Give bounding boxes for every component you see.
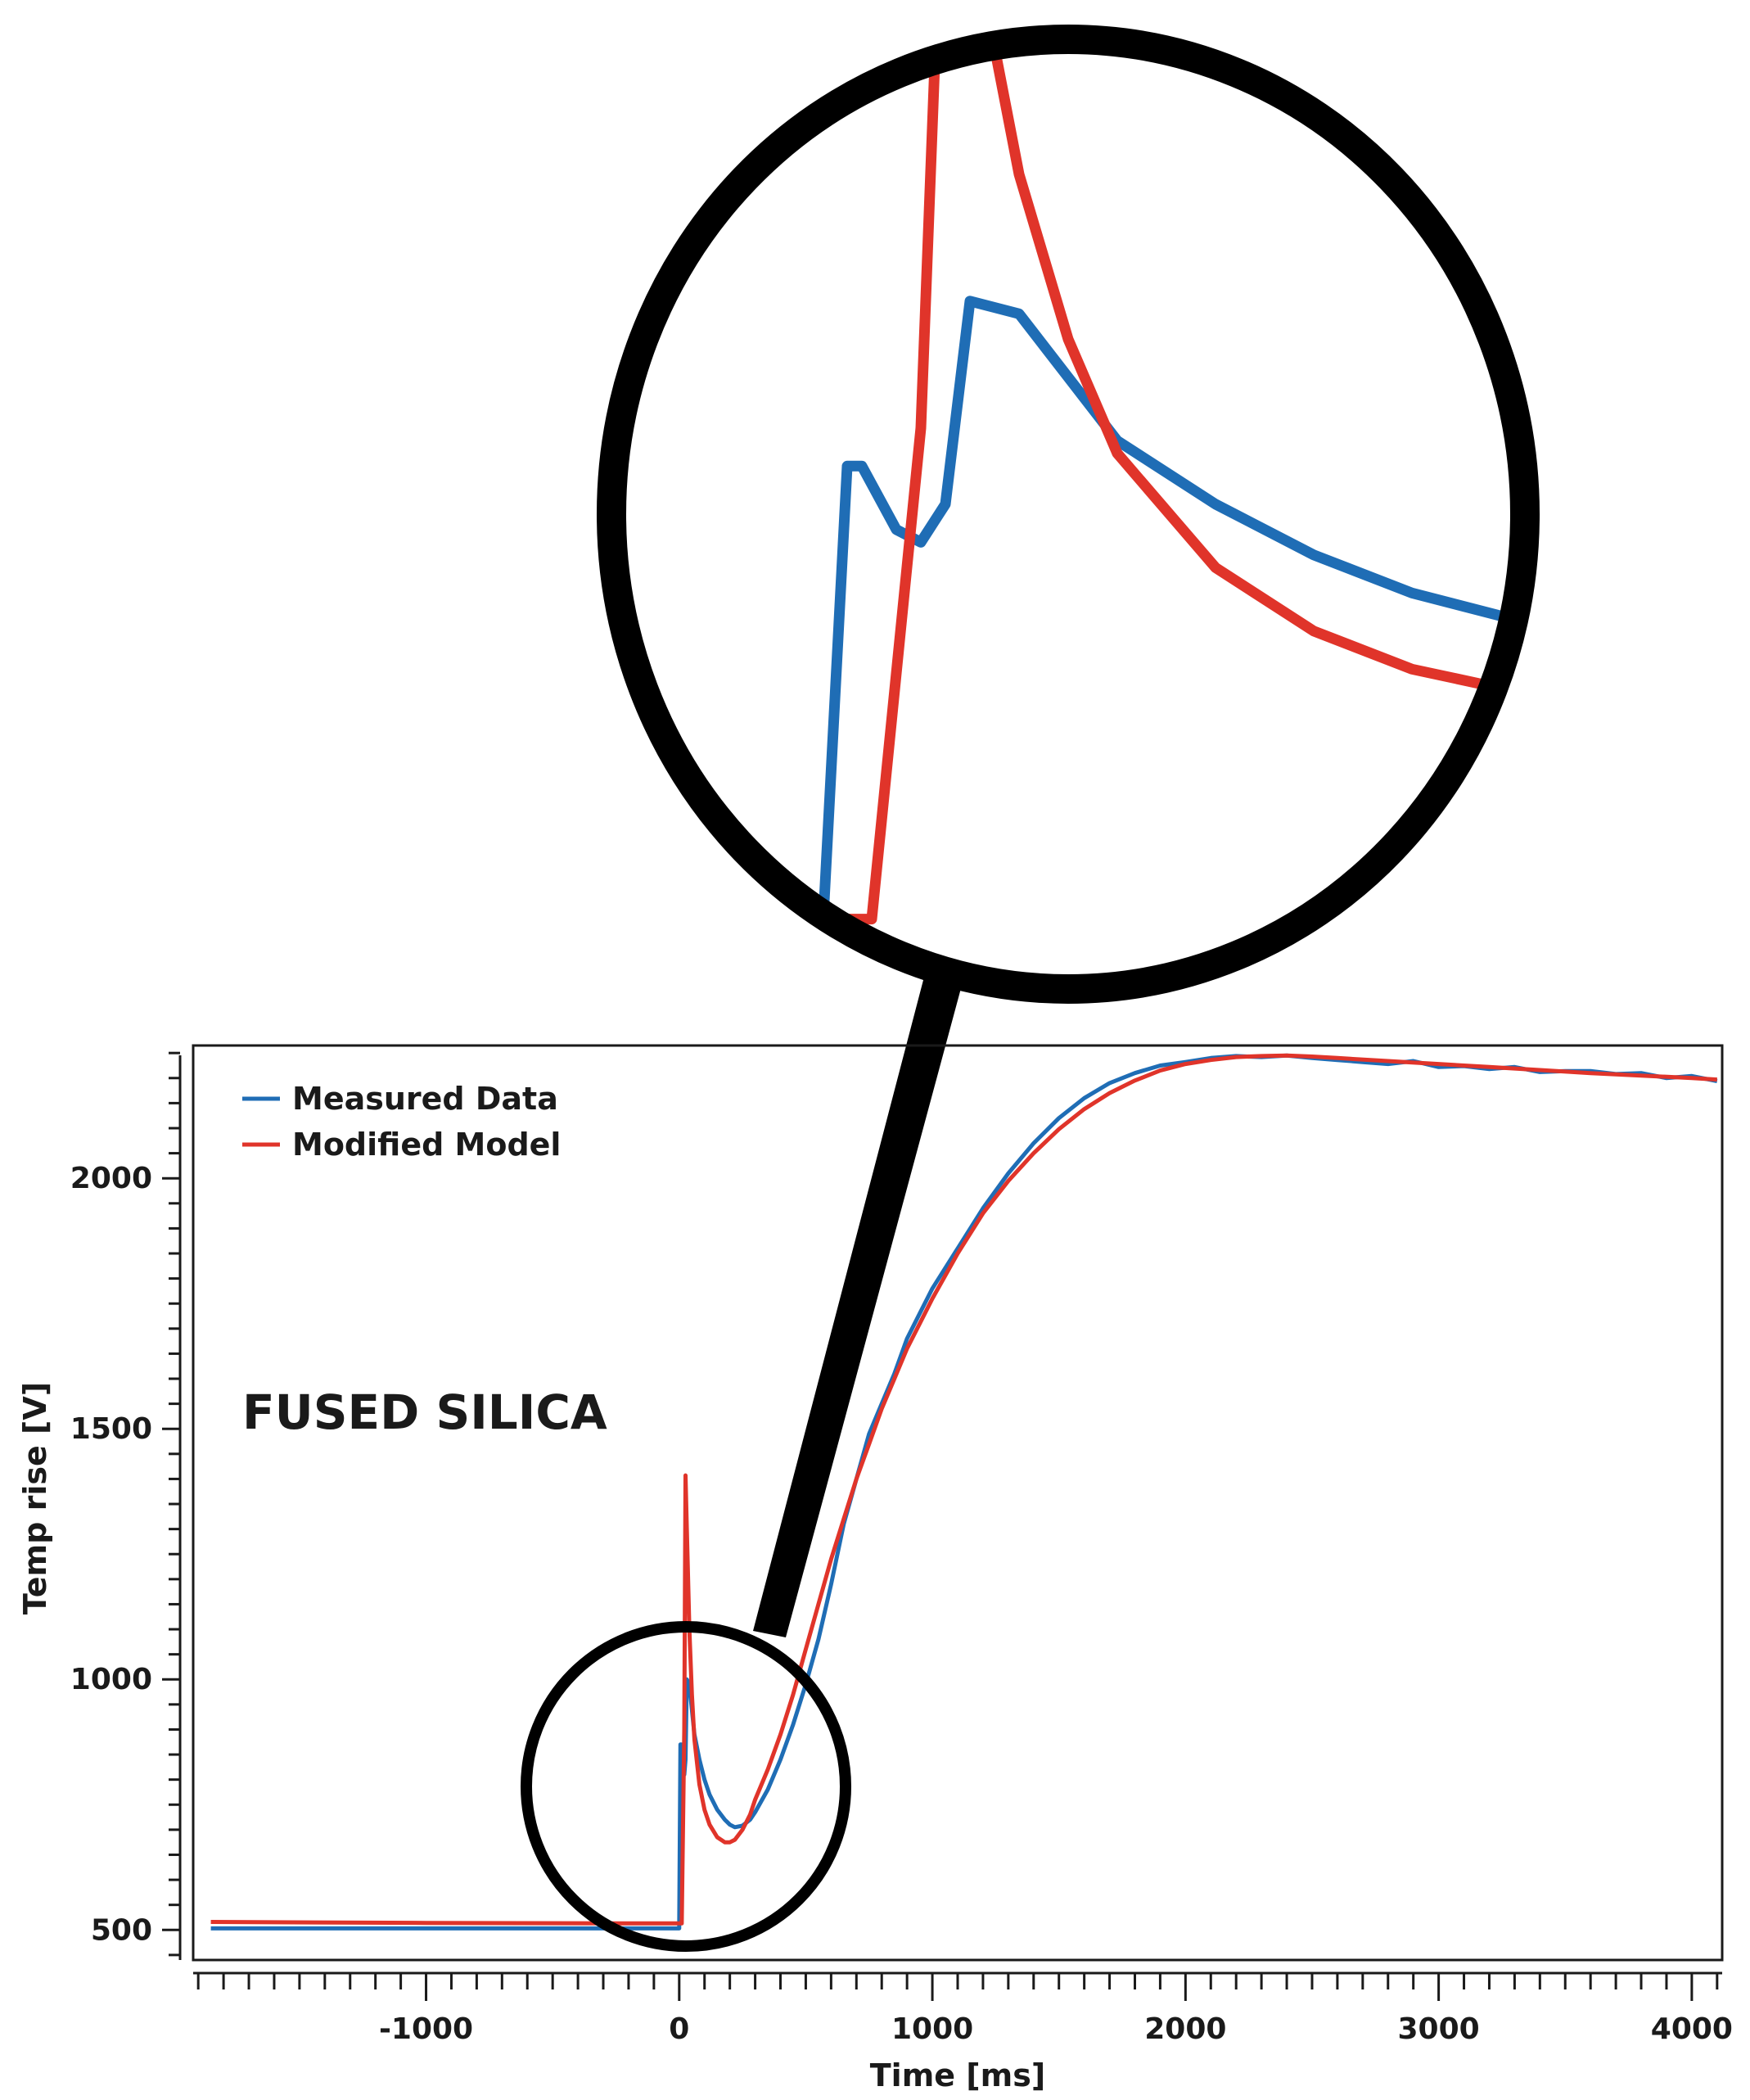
inset-magnifier [597,25,1540,1004]
inset-background [620,47,1517,981]
series-lines [210,1053,1718,1931]
y-tick-label: 1500 [70,1412,152,1446]
y-tick-label: 2000 [70,1162,152,1195]
y-tick-label: 1000 [70,1663,152,1696]
zoom-markers [521,1621,851,1952]
inset-series [620,47,1517,937]
x-tick-label: 1000 [891,2012,973,2046]
x-tick-label: 3000 [1398,2012,1480,2046]
x-axis-title: Time [ms] [870,2057,1046,2093]
x-tick-label: 4000 [1651,2012,1733,2046]
tick-labels: -1000 0 1000 2000 3000 4000 500 1000 1500 2000 [70,1162,1733,2046]
series-line-model [210,1053,1717,1926]
series-line-measured [210,1053,1718,1931]
plot-frame [192,1044,1724,1962]
legend-label-model: Modified Model [292,1127,561,1163]
y-tick-label: 500 [91,1913,152,1947]
x-tick-label: -1000 [379,2012,473,2046]
inset-line-model [620,47,1517,925]
x-tick-label: 2000 [1144,2012,1226,2046]
material-annotation: FUSED SILICA [242,1384,607,1440]
tick-marks [162,1051,1722,2001]
inset-line-measured [620,47,1517,937]
axes [192,1044,1724,1962]
x-tick-label: 0 [669,2012,689,2046]
legend-label-measured: Measured Data [292,1081,558,1117]
legend: Measured Data Modified Model [242,1081,561,1163]
inset-ring [597,25,1540,1004]
zoom-connector-wedge [753,964,966,1637]
zoom-circle [521,1621,851,1952]
zoom-connector [753,964,966,1637]
y-axis-title: Temp rise [V] [17,1382,53,1615]
